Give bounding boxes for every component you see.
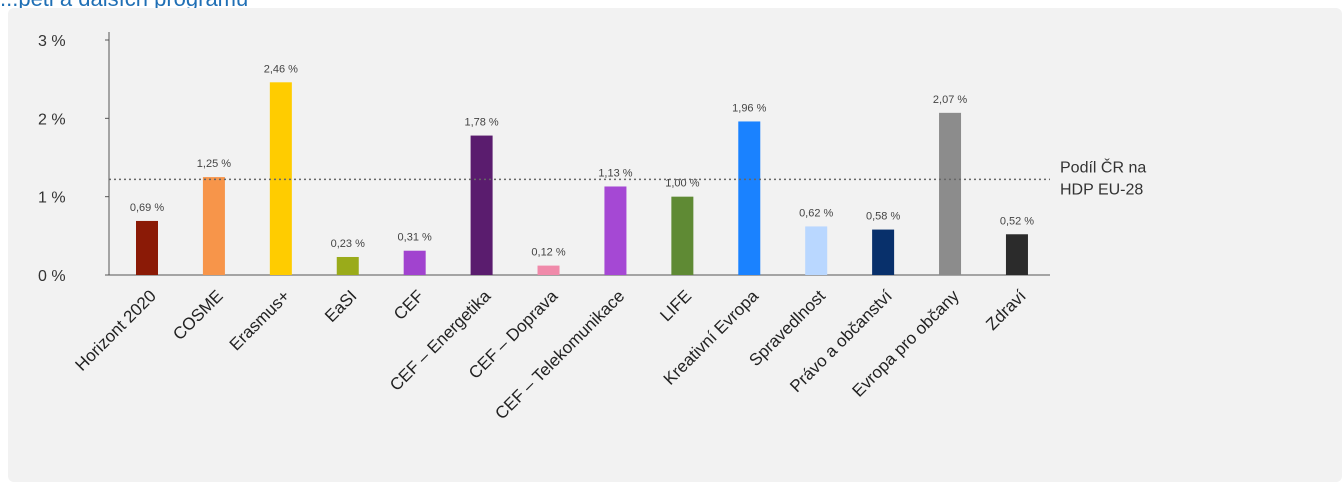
bar	[1005, 234, 1028, 275]
header-partial-text[interactable]: ...pěti a dalších programů	[0, 0, 248, 12]
bar	[604, 186, 627, 275]
y-tick-label: 0 %	[38, 268, 66, 285]
data-label: 1,25 %	[197, 158, 231, 170]
bar	[671, 196, 694, 275]
bar	[470, 135, 493, 275]
bar	[336, 256, 359, 275]
reference-line-label: HDP EU-28	[1060, 181, 1143, 198]
reference-line-label: Podíl ČR na	[1060, 157, 1146, 176]
bar	[738, 121, 761, 275]
y-tick-label: 3 %	[38, 33, 66, 50]
category-label: Erasmus+	[226, 286, 294, 354]
data-label: 0,62 %	[799, 207, 833, 219]
data-label: 0,23 %	[331, 238, 365, 250]
data-label: 2,46 %	[264, 63, 298, 75]
category-label: Horizont 2020	[72, 286, 160, 374]
category-label: CEF	[390, 286, 427, 323]
data-label: 0,69 %	[130, 202, 164, 214]
data-label: 2,07 %	[933, 94, 967, 106]
data-label: 1,13 %	[598, 167, 632, 179]
data-label: 0,12 %	[531, 247, 565, 259]
bar	[136, 220, 158, 275]
category-label: CEF – Telekomunikace	[491, 286, 628, 423]
data-label: 1,96 %	[732, 102, 766, 114]
bar-chart: 0 % 1 % 2 % 3 % 0,69 % Horizont 2020 1,25 % COS…	[38, 32, 1146, 423]
bar	[939, 112, 962, 275]
category-label: COSME	[169, 286, 227, 344]
data-label: 1,00 %	[665, 178, 699, 190]
bar	[872, 229, 895, 275]
chart-panel: 0 % 1 % 2 % 3 % 0,69 % Horizont 2020 1,25 % COS…	[8, 8, 1342, 482]
bar	[805, 226, 828, 275]
data-label: 0,58 %	[866, 211, 900, 223]
category-label: Zdraví	[982, 286, 1030, 334]
category-label: EaSI	[321, 286, 360, 325]
bar	[202, 177, 225, 275]
bar	[403, 250, 426, 275]
data-label: 0,31 %	[398, 232, 432, 244]
bar	[269, 82, 292, 275]
y-tick-label: 1 %	[38, 190, 66, 207]
category-label: LIFE	[656, 286, 695, 325]
bar	[537, 265, 560, 275]
y-tick-label: 2 %	[38, 111, 66, 128]
data-label: 0,52 %	[1000, 215, 1034, 227]
data-label: 1,78 %	[464, 117, 498, 129]
